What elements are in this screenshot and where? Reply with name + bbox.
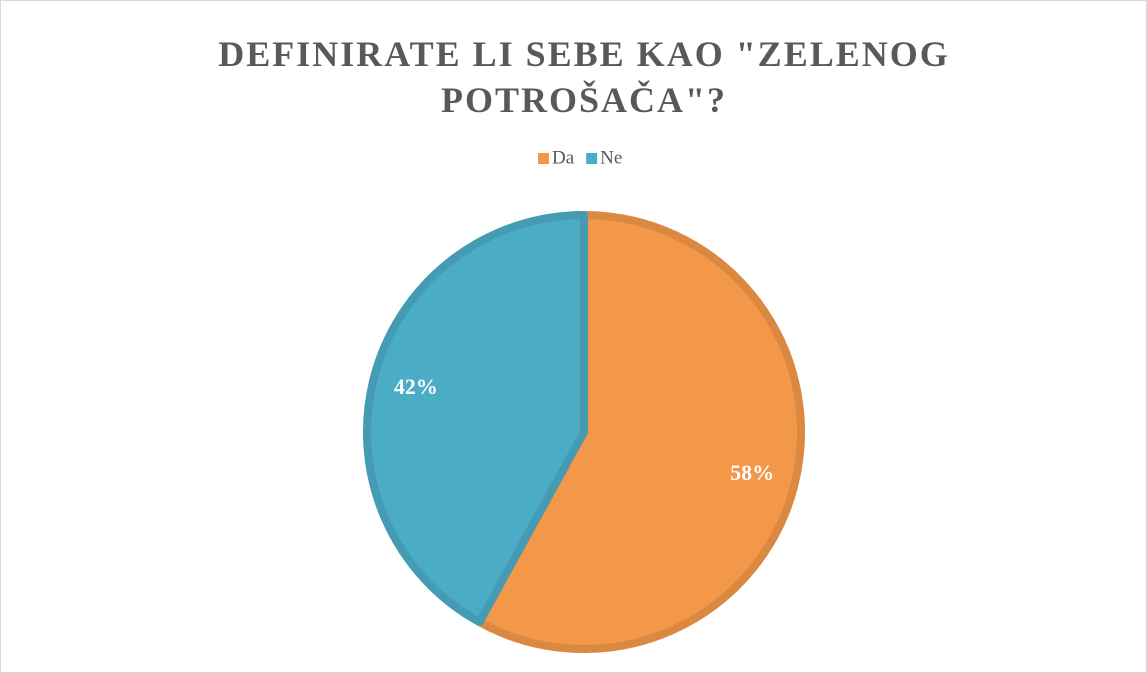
legend-label: Da [552, 147, 575, 168]
legend-swatch [586, 153, 598, 164]
legend-label: Ne [600, 147, 622, 168]
pie-slice [475, 211, 805, 653]
data-label: 58% [730, 460, 774, 485]
pie-slice [363, 211, 588, 627]
chart-title: DEFINIRATE LI SEBE KAO "ZELENOG POTROŠAČ… [218, 34, 950, 120]
legend-swatch [538, 153, 549, 164]
data-label: 42% [394, 374, 438, 399]
